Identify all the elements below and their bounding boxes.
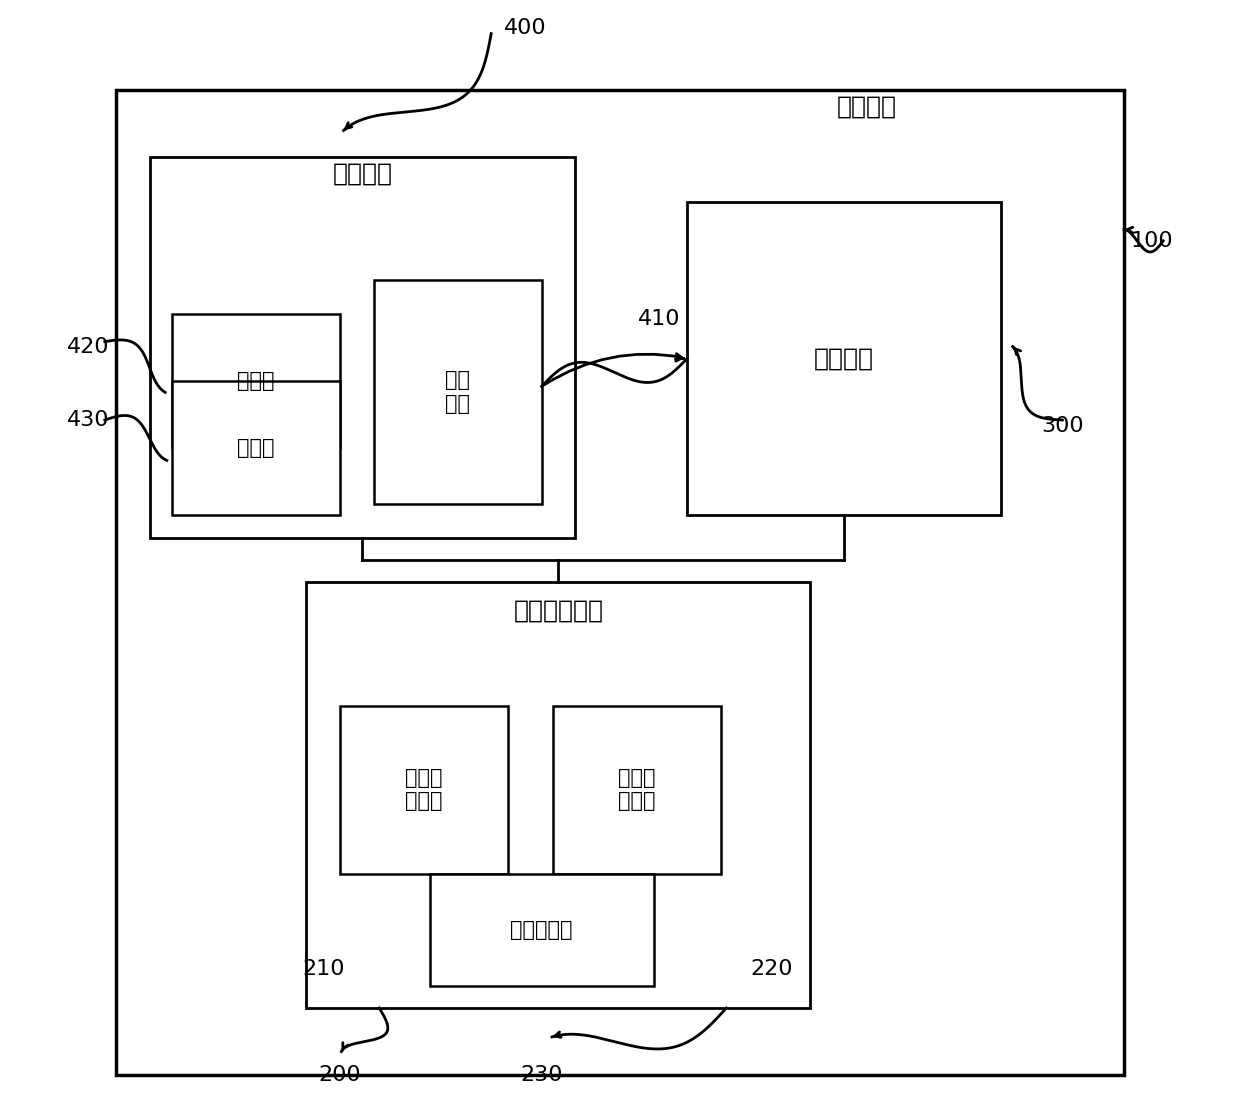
Text: 420: 420 <box>67 337 109 357</box>
FancyBboxPatch shape <box>172 381 340 515</box>
FancyBboxPatch shape <box>553 706 720 874</box>
Text: 红外线
摄影机: 红外线 摄影机 <box>618 768 656 811</box>
Text: 400: 400 <box>503 18 546 38</box>
FancyBboxPatch shape <box>150 157 575 538</box>
Text: 红外线
发射器: 红外线 发射器 <box>405 768 443 811</box>
Text: 影像擄取装置: 影像擄取装置 <box>513 598 604 623</box>
Text: 对照表: 对照表 <box>237 371 275 391</box>
FancyBboxPatch shape <box>117 90 1123 1075</box>
Text: 计算式: 计算式 <box>237 438 275 458</box>
FancyBboxPatch shape <box>340 706 508 874</box>
Text: 210: 210 <box>303 959 345 979</box>
Text: 220: 220 <box>750 959 792 979</box>
Text: 100: 100 <box>1131 231 1173 251</box>
Text: 200: 200 <box>319 1065 361 1085</box>
FancyBboxPatch shape <box>306 582 811 1008</box>
Text: 430: 430 <box>67 410 109 430</box>
FancyBboxPatch shape <box>687 202 1001 515</box>
Text: 影像处理器: 影像处理器 <box>511 920 573 940</box>
FancyBboxPatch shape <box>373 280 542 504</box>
Text: 显示屏幕: 显示屏幕 <box>813 346 874 371</box>
FancyBboxPatch shape <box>172 314 340 448</box>
Text: 操作
界面: 操作 界面 <box>445 371 470 413</box>
Text: 230: 230 <box>521 1065 563 1085</box>
FancyBboxPatch shape <box>429 874 653 986</box>
Text: 300: 300 <box>1042 416 1084 436</box>
Text: 410: 410 <box>637 309 681 329</box>
Text: 电脑主机: 电脑主机 <box>332 161 392 186</box>
Text: 电子装置: 电子装置 <box>837 94 897 119</box>
